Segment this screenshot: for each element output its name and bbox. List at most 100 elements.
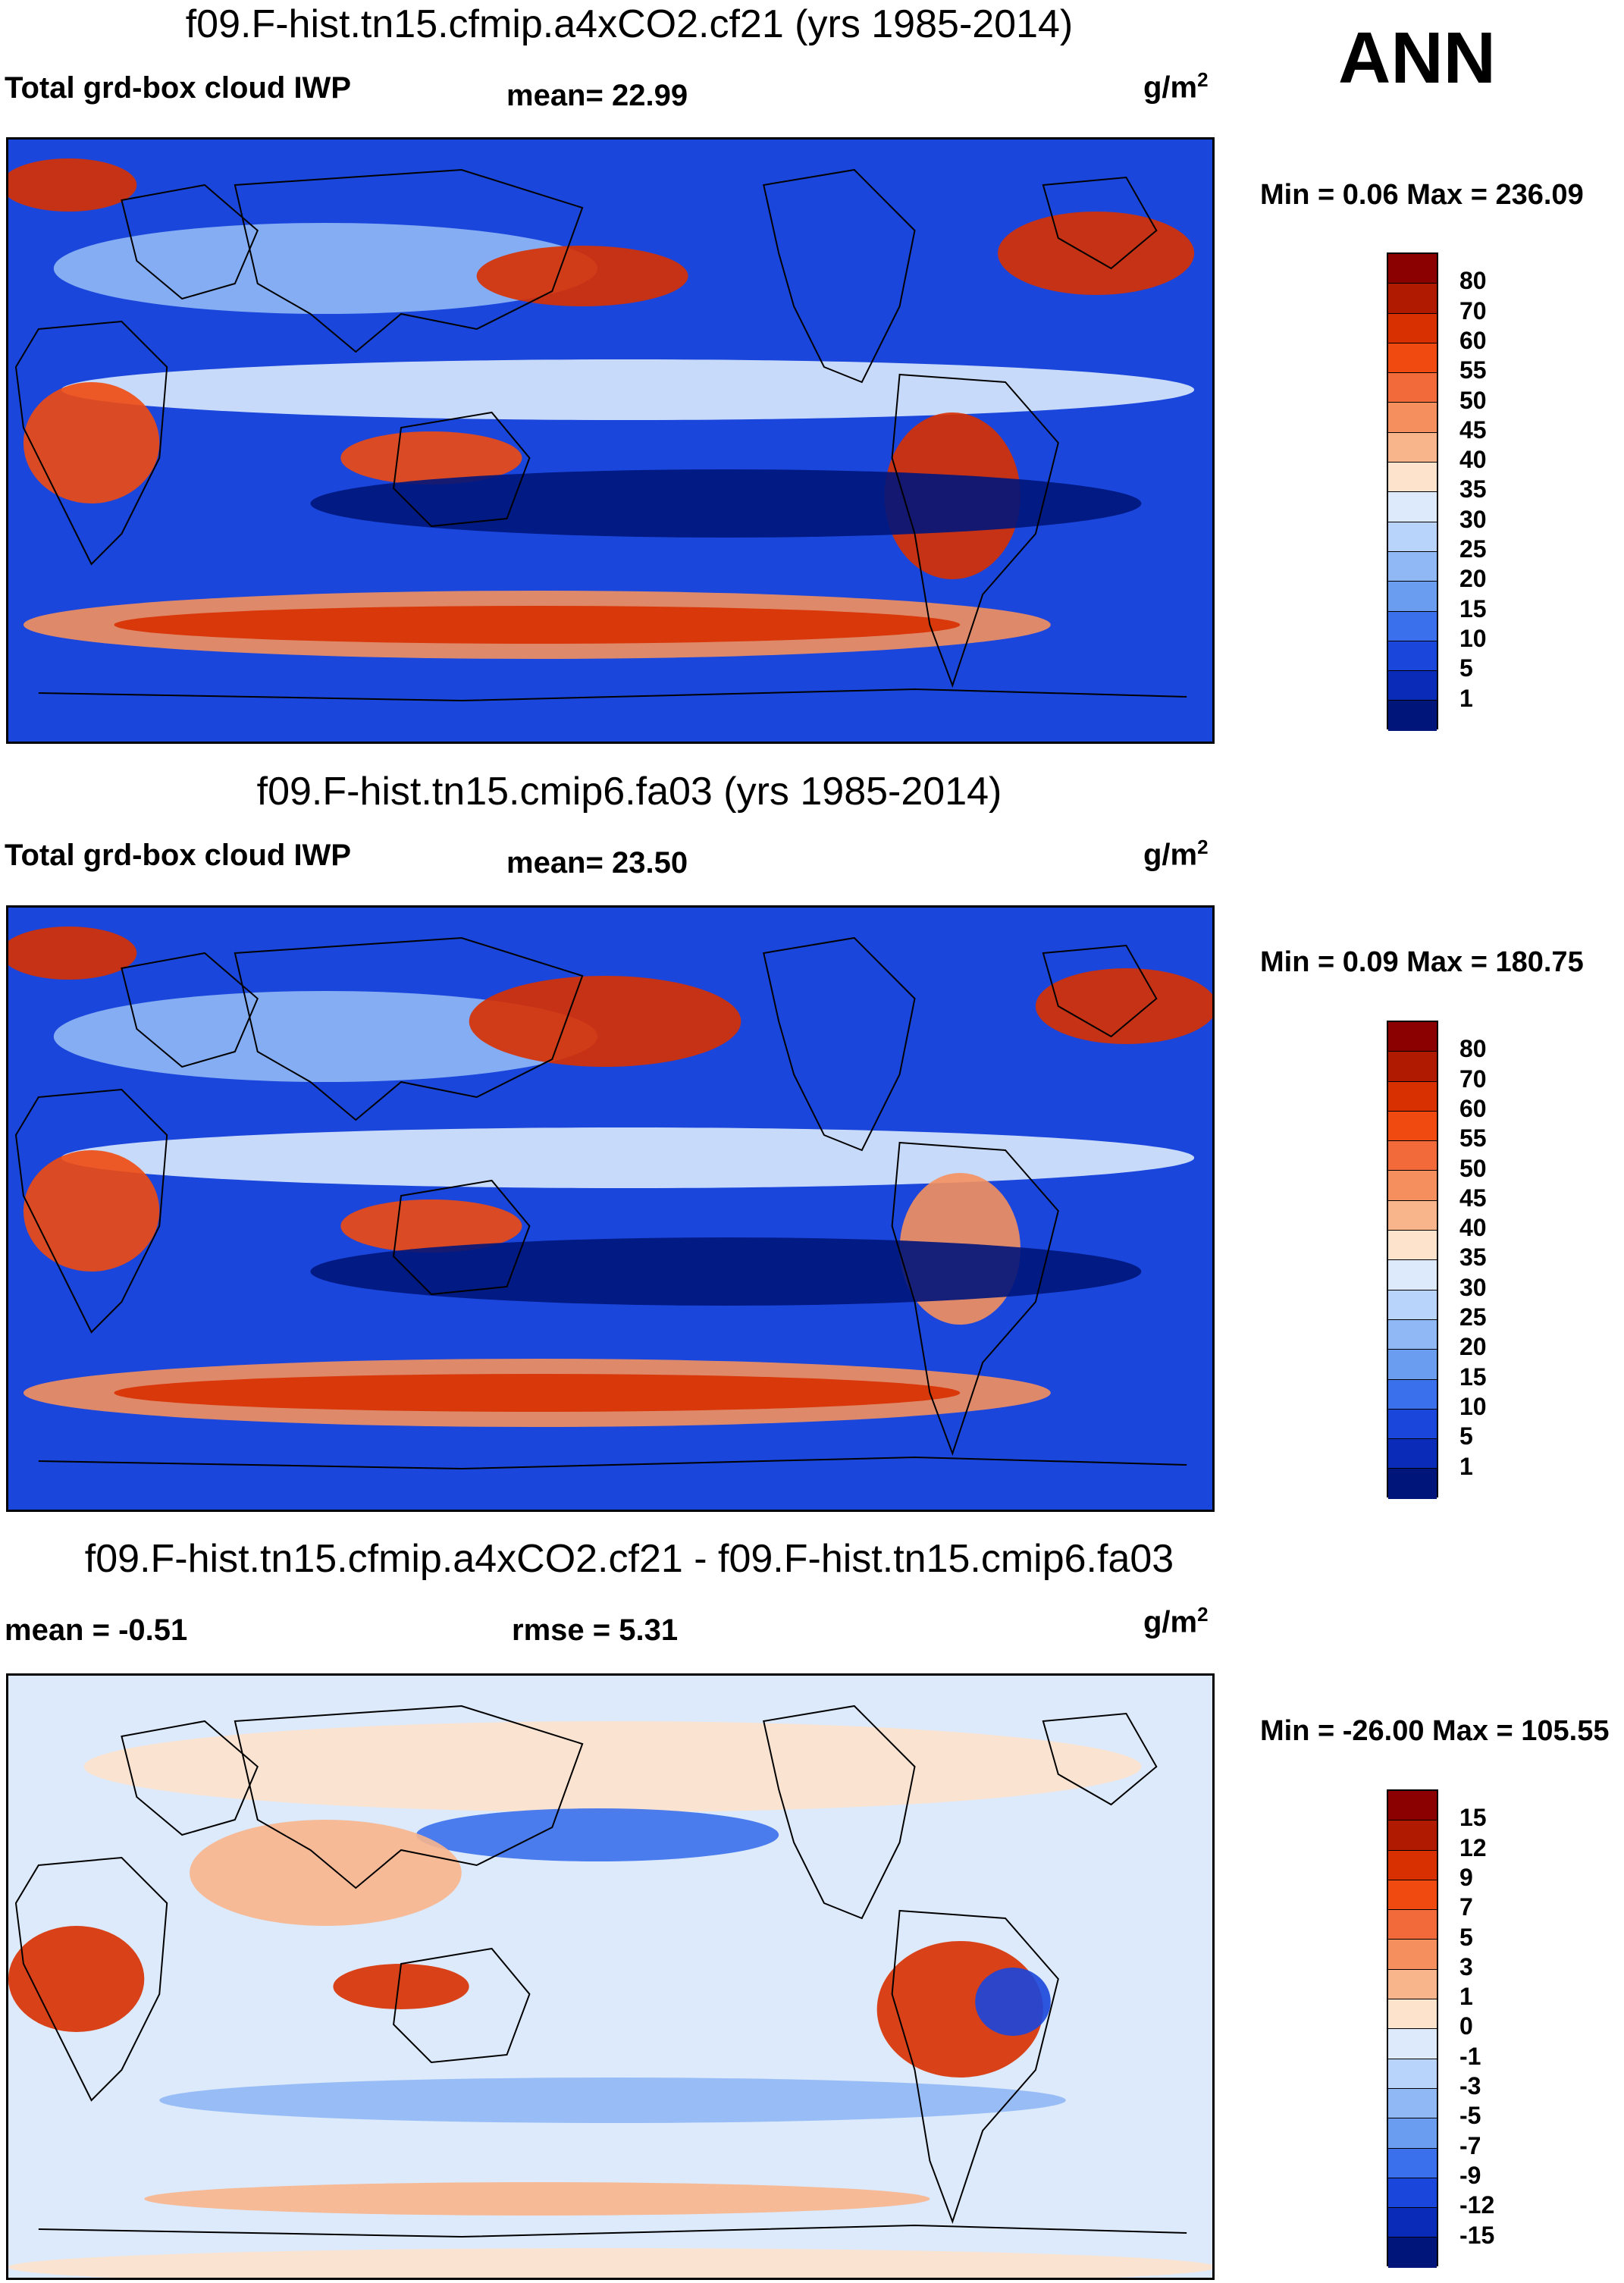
panel-2-variable-label: Total grd-box cloud IWP [5, 839, 351, 872]
colorbar-label: -1 [1459, 2042, 1481, 2070]
colorbar-label: 45 [1459, 416, 1487, 444]
panel-2-colorbar [1387, 1021, 1438, 1499]
panel-3-mean: mean = -0.51 [5, 1613, 188, 1647]
colorbar-box [1388, 313, 1437, 343]
colorbar-box [1388, 2208, 1437, 2238]
colorbar-label: 45 [1459, 1184, 1487, 1212]
colorbar-label: 80 [1459, 1035, 1487, 1063]
colorbar-label: 40 [1459, 1214, 1487, 1242]
panel-3-title: f09.F-hist.tn15.cfmip.a4xCO2.cf21 - f09.… [84, 1537, 1174, 1581]
colorbar-box [1388, 522, 1437, 552]
colorbar-label: 30 [1459, 1273, 1487, 1301]
colorbar-box [1388, 2118, 1437, 2149]
colorbar-label: 40 [1459, 446, 1487, 474]
colorbar-box [1388, 463, 1437, 493]
panel-1-title: f09.F-hist.tn15.cfmip.a4xCO2.cf21 (yrs 1… [185, 2, 1074, 46]
colorbar-label: 20 [1459, 1333, 1487, 1361]
cloud-iwp-map-fa03 [8, 908, 1212, 1510]
colorbar-label: 5 [1459, 1923, 1473, 1951]
colorbar-box [1388, 1260, 1437, 1290]
colorbar-box [1388, 492, 1437, 522]
colorbar-label: 60 [1459, 1094, 1487, 1122]
colorbar-label: 0 [1459, 2012, 1473, 2040]
panel-1-map [6, 137, 1215, 744]
colorbar-label: 1 [1459, 1983, 1473, 2011]
colorbar-box [1388, 403, 1437, 433]
colorbar-label: 70 [1459, 1065, 1487, 1093]
colorbar-label: -9 [1459, 2161, 1481, 2189]
colorbar-label: 35 [1459, 475, 1487, 503]
colorbar-box [1388, 1200, 1437, 1231]
colorbar-box [1388, 1231, 1437, 1261]
colorbar-box [1388, 2088, 1437, 2119]
colorbar-box [1388, 254, 1437, 284]
colorbar-label: -15 [1459, 2221, 1495, 2249]
colorbar-label: 5 [1459, 654, 1473, 682]
season-label: ANN [1338, 17, 1496, 99]
colorbar-label: 20 [1459, 565, 1487, 593]
panel-1-minmax: Min = 0.06 Max = 236.09 [1260, 179, 1584, 211]
panel-2-units: g/m2 [1143, 836, 1209, 872]
colorbar-label: 55 [1459, 1124, 1487, 1152]
cloud-iwp-difference-map [8, 1676, 1212, 2278]
panel-3-minmax: Min = -26.00 Max = 105.55 [1260, 1715, 1610, 1747]
colorbar-label: 25 [1459, 1303, 1487, 1331]
panel-1-mean: mean= 22.99 [506, 79, 688, 112]
colorbar-box [1388, 1999, 1437, 2030]
colorbar-box [1388, 1910, 1437, 1940]
colorbar-box [1388, 1350, 1437, 1380]
colorbar-label: 80 [1459, 267, 1487, 295]
colorbar-box [1388, 284, 1437, 314]
colorbar-box [1388, 1820, 1437, 1851]
colorbar-box [1388, 1469, 1437, 1499]
colorbar-box [1388, 1111, 1437, 1142]
panel-1-variable-label: Total grd-box cloud IWP [5, 71, 351, 105]
colorbar-label: 25 [1459, 535, 1487, 563]
colorbar-label: 7 [1459, 1893, 1473, 1921]
colorbar-label: 30 [1459, 505, 1487, 533]
colorbar-box [1388, 2148, 1437, 2178]
colorbar-label: 10 [1459, 1392, 1487, 1420]
colorbar-label: 60 [1459, 326, 1487, 354]
colorbar-label: -5 [1459, 2102, 1481, 2130]
colorbar-label: 15 [1459, 1363, 1487, 1391]
colorbar-box [1388, 432, 1437, 463]
colorbar-label: -7 [1459, 2131, 1481, 2159]
colorbar-box [1388, 1791, 1437, 1821]
colorbar-box [1388, 1880, 1437, 1911]
colorbar-label: 15 [1459, 594, 1487, 622]
colorbar-box [1388, 1940, 1437, 1970]
colorbar-label: -3 [1459, 2072, 1481, 2100]
panel-3-units: g/m2 [1143, 1603, 1209, 1639]
colorbar-box [1388, 582, 1437, 612]
colorbar-box [1388, 1052, 1437, 1082]
colorbar-box [1388, 1290, 1437, 1320]
panel-3-rmse: rmse = 5.31 [512, 1613, 679, 1647]
colorbar-box [1388, 1022, 1437, 1052]
colorbar-box [1388, 2178, 1437, 2209]
colorbar-box [1388, 343, 1437, 374]
panel-2-mean: mean= 23.50 [506, 846, 688, 880]
colorbar-box [1388, 1141, 1437, 1171]
panel-1-colorbar [1387, 252, 1438, 731]
colorbar-box [1388, 1319, 1437, 1350]
colorbar-box [1388, 641, 1437, 672]
colorbar-box [1388, 1379, 1437, 1410]
colorbar-label: 10 [1459, 624, 1487, 652]
colorbar-label: 15 [1459, 1804, 1487, 1832]
panel-2-minmax: Min = 0.09 Max = 180.75 [1260, 946, 1584, 978]
colorbar-label: 1 [1459, 684, 1473, 712]
colorbar-label: 70 [1459, 296, 1487, 325]
colorbar-box [1388, 1081, 1437, 1112]
cloud-iwp-map-cf21 [8, 140, 1212, 742]
colorbar-box [1388, 2059, 1437, 2089]
colorbar-label: 50 [1459, 1154, 1487, 1182]
colorbar-label: 50 [1459, 386, 1487, 414]
colorbar-box [1388, 551, 1437, 582]
colorbar-box [1388, 1171, 1437, 1201]
colorbar-label: 9 [1459, 1863, 1473, 1891]
colorbar-box [1388, 701, 1437, 731]
colorbar-box [1388, 671, 1437, 701]
colorbar-label: -12 [1459, 2191, 1495, 2219]
panel-2-map [6, 905, 1215, 1512]
